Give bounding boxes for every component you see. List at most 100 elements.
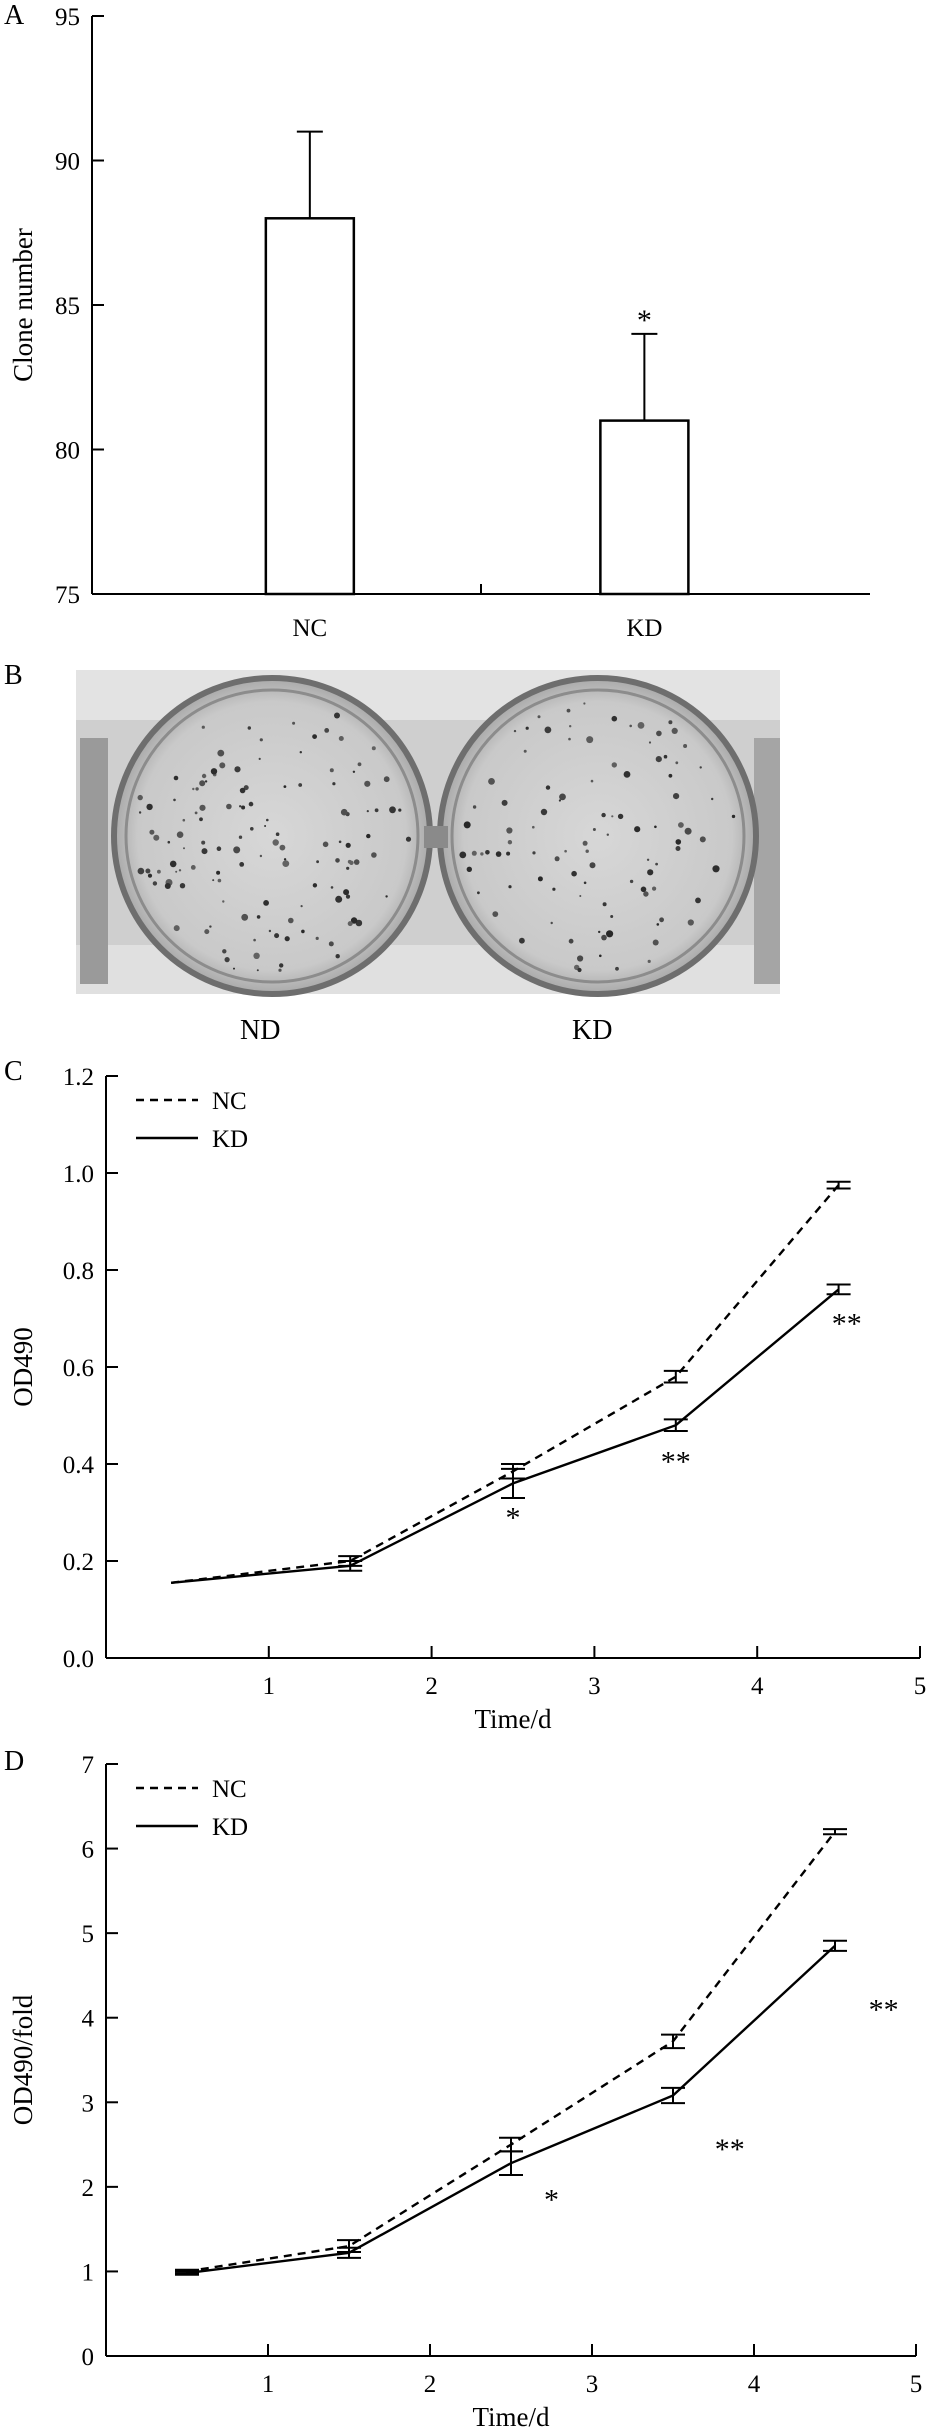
colony-dot [212,879,215,882]
x-tick-label: 3 [588,1673,601,1700]
colony-dot [589,862,596,869]
bar-chart-clone-number: 75 80 85 90 95 NC KD * Clone number [8,4,870,642]
y-tick-label: 0.2 [63,1549,94,1576]
colony-dot [568,938,574,944]
colony-dot [687,919,694,926]
colony-dot [357,762,362,767]
colony-dot [577,967,582,973]
colony-dot [492,911,499,917]
colony-dot [599,954,602,958]
colony-dot [683,744,688,748]
y-tick-label: 0.4 [63,1452,95,1479]
colony-dot [138,811,142,814]
colony-dot [238,835,243,839]
colony-dot [648,741,652,744]
colony-dot [629,879,634,884]
colony-dot [201,725,205,729]
x-tick-label: 3 [586,2371,599,2398]
colony-dot [259,738,263,742]
colony-dot [190,865,196,870]
colony-dot [463,821,471,829]
colony-dot [675,846,681,851]
colony-dot [617,813,624,820]
colony-dot [647,869,654,876]
y-axis-label: Clone number [8,228,38,382]
colony-dot [353,859,360,865]
colony-dot [264,825,267,827]
y-tick-label: 0.0 [63,1646,94,1673]
colony-dot [346,866,350,870]
colony-dot [275,832,280,836]
colony-dot [224,957,230,963]
colony-dot [695,897,701,904]
colony-dot [731,814,736,819]
colony-dot [623,771,631,778]
colony-dot [684,827,692,835]
colony-dot [629,724,632,728]
significance-marker: ** [869,1993,899,2026]
colony-dot [201,840,206,845]
colony-dot [145,868,151,874]
colony-dot [324,728,330,733]
colony-dot [606,833,609,836]
colony-dot [239,805,242,808]
colony-dot [328,941,334,947]
colony-dot [711,797,714,801]
colony-dot [554,856,560,862]
colony-dot [678,822,684,828]
panel-label-c: C [4,1056,23,1087]
colony-dot [217,878,222,883]
colony-dot [350,917,358,924]
colony-dot [345,894,351,899]
colony-dot [258,757,261,761]
colony-dot [582,840,588,846]
significance-marker: * [506,1501,521,1534]
colony-dot [335,858,340,863]
colony-dot [592,828,596,831]
y-tick-label: 90 [55,149,80,176]
colony-dot [173,925,180,932]
colony-dot [137,867,145,875]
x-tick-label: 4 [748,2371,761,2398]
colony-dot [226,803,232,810]
y-tick-label: 7 [82,1752,95,1779]
y-tick-label: 0.8 [63,1258,94,1285]
colony-dot [204,929,210,935]
colony-dot [366,833,371,839]
colony-dot [241,913,249,921]
x-axis-label: Time/d [472,2402,550,2432]
colony-dot [513,729,517,733]
y-tick-label: 6 [82,1837,95,1864]
x-tick-label: 1 [262,2371,275,2398]
line-chart-od490: 0.0 0.2 0.4 0.6 0.8 1.0 1.2 1 2 3 4 5 Time/d OD490 NC K… [8,1064,926,1734]
panel-label-a: A [4,0,25,31]
colony-dot [699,836,706,843]
significance-marker: * [544,2184,559,2217]
colony-dot [332,782,336,786]
series-line-nc [186,1830,836,2273]
colony-dot [532,851,536,855]
colony-dot [263,900,269,906]
colony-dot [523,749,527,753]
colony-dot [659,917,664,923]
colony-dot [147,873,153,878]
colony-dot [278,968,282,972]
colony-dot [182,818,186,822]
colony-dot [668,773,673,778]
colony-dot [590,779,594,783]
colony-dot [646,858,650,861]
colony-dot [508,885,512,889]
colony-dot [611,762,617,768]
colony-dot [279,963,284,968]
photo-label-nd: ND [240,1015,281,1046]
colony-dot [316,860,319,864]
colony-dot [239,862,245,867]
colony-dot [506,851,511,856]
colony-dot [371,746,376,751]
y-axis-label: OD490 [8,1327,38,1407]
colony-dot [157,869,161,874]
colony-dot [338,736,344,741]
colony-dot [550,921,553,925]
x-tick-label: 2 [425,1673,438,1700]
